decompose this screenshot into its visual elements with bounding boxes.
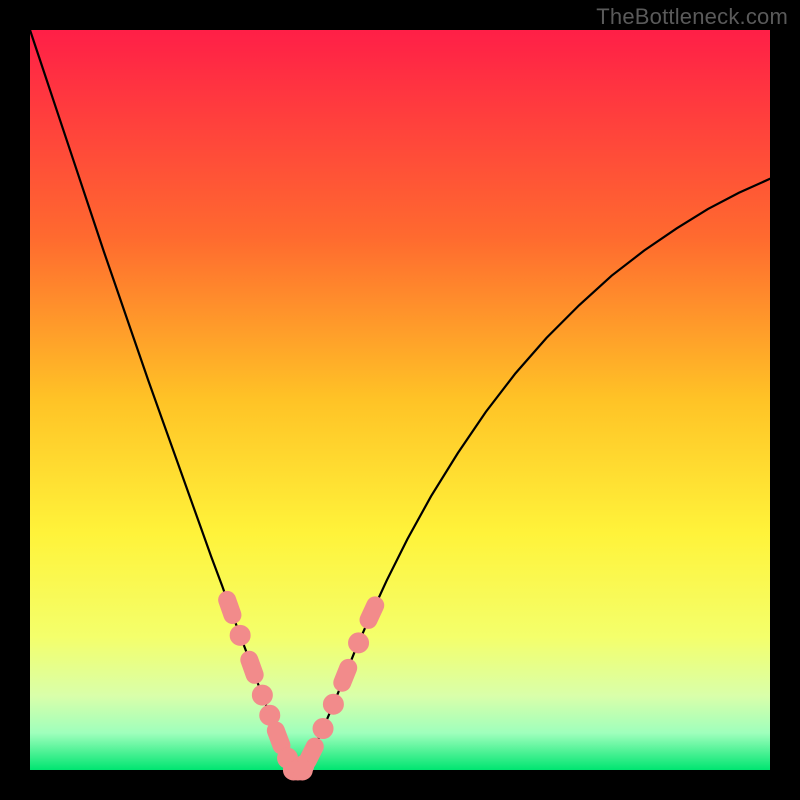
- curve-marker-dot-floor-2: [292, 760, 312, 780]
- bottleneck-chart-svg: [0, 0, 800, 800]
- curve-marker-dot-right-2: [313, 719, 333, 739]
- plot-area: [30, 30, 770, 770]
- curve-marker-dot-right-3: [323, 694, 343, 714]
- curve-marker-dot-left-1: [230, 625, 250, 645]
- watermark-label: TheBottleneck.com: [596, 4, 788, 30]
- curve-marker-dot-left-3: [252, 685, 272, 705]
- chart-stage: TheBottleneck.com: [0, 0, 800, 800]
- curve-marker-dot-right-5: [349, 633, 369, 653]
